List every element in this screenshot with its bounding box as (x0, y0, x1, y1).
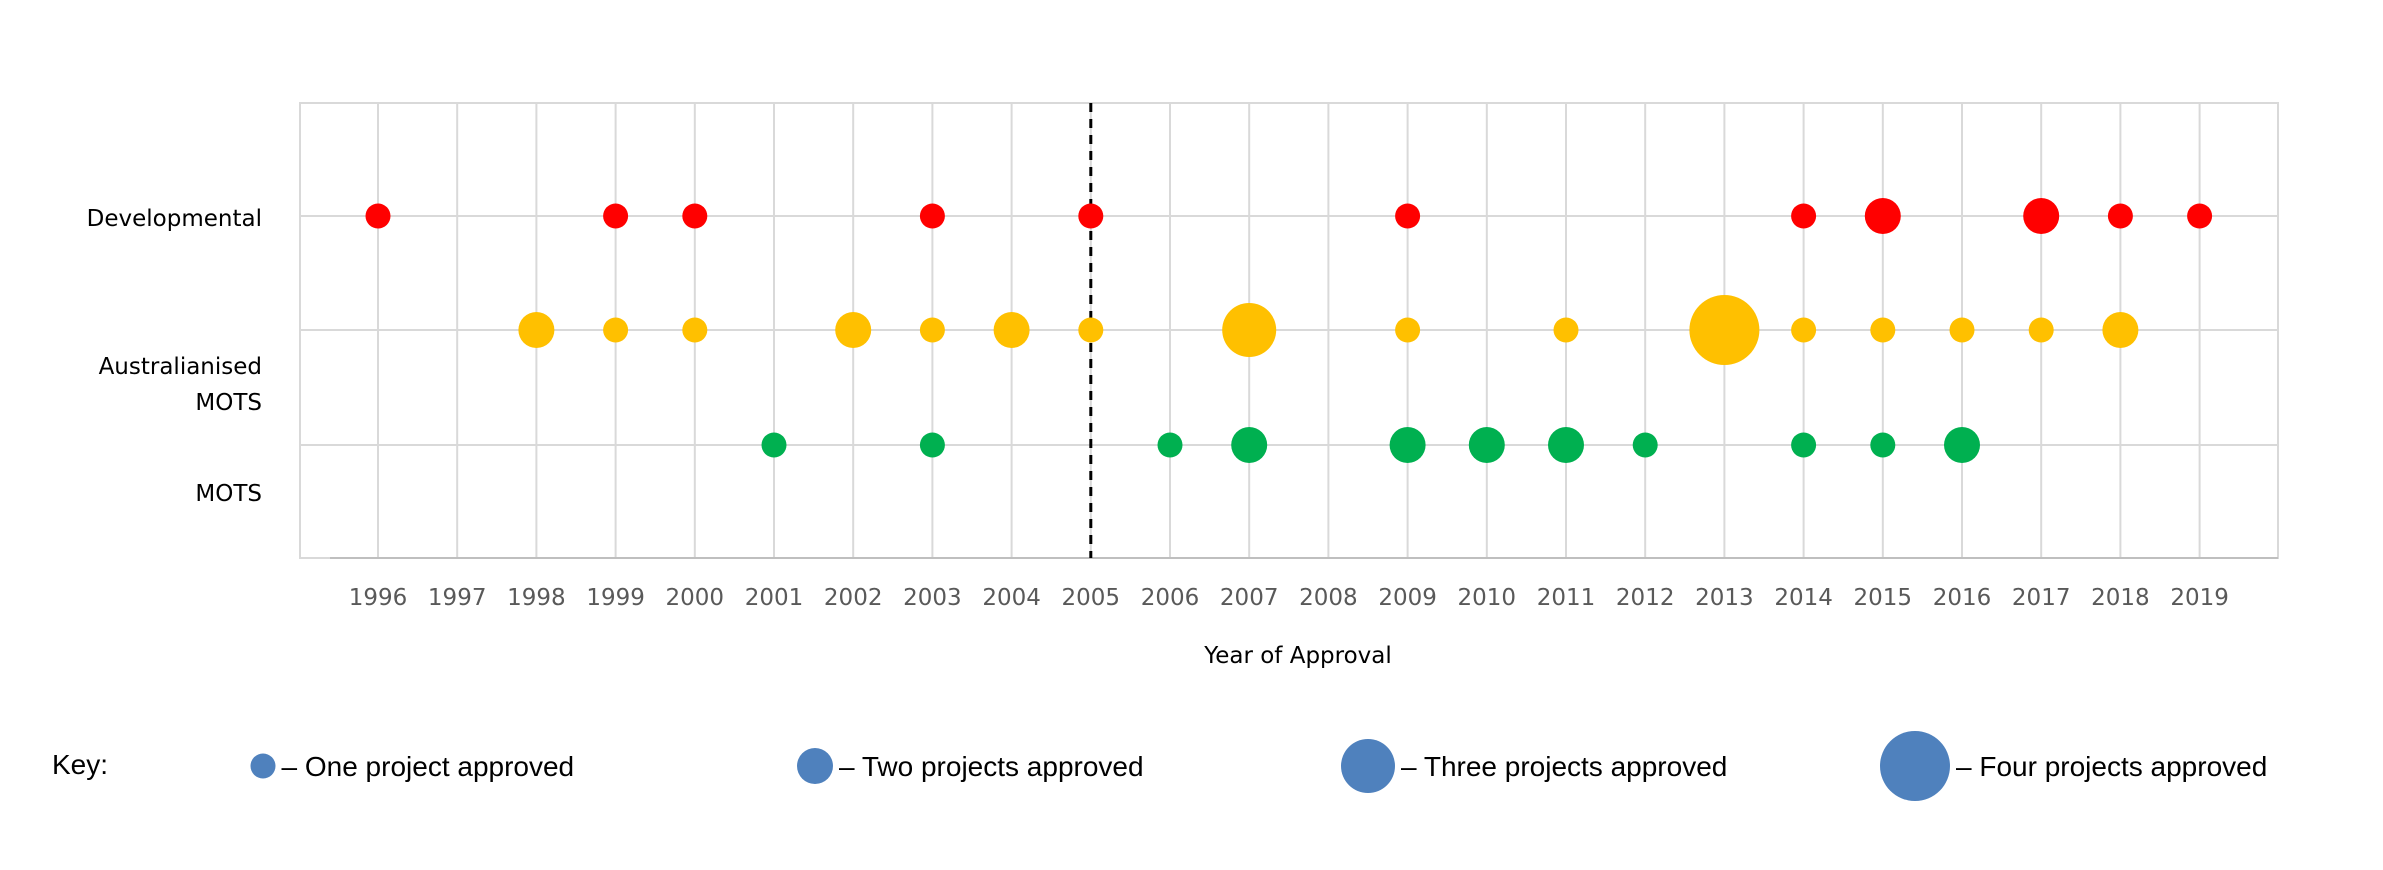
x-tick-2001: 2001 (745, 585, 804, 611)
bubble-australianised-mots-2013 (1689, 295, 1760, 365)
key-bubble-2 (797, 748, 833, 784)
bubble-australianised-mots-1998 (518, 312, 555, 348)
x-tick-2003: 2003 (903, 585, 962, 611)
bubble-developmental-2015 (1864, 198, 1901, 234)
bubble-australianised-mots-2007 (1222, 303, 1277, 357)
x-tick-1999: 1999 (586, 585, 645, 611)
key-bubble-4 (1880, 731, 1950, 801)
key-label-1: – One project approved (282, 751, 575, 782)
bubble-mots-2003 (919, 432, 945, 458)
x-tick-2011: 2011 (1537, 585, 1596, 611)
bubble-mots-2010 (1468, 427, 1505, 463)
bubble-australianised-mots-2011 (1553, 317, 1579, 343)
x-tick-2008: 2008 (1299, 585, 1358, 611)
x-tick-2007: 2007 (1220, 585, 1279, 611)
x-tick-2016: 2016 (1933, 585, 1992, 611)
x-tick-1997: 1997 (428, 585, 487, 611)
x-tick-2017: 2017 (2012, 585, 2071, 611)
bubble-australianised-mots-2004 (993, 312, 1030, 348)
bubble-australianised-mots-2016 (1949, 317, 1975, 343)
bubble-australianised-mots-1999 (603, 317, 629, 343)
bubble-developmental-2014 (1791, 203, 1817, 229)
key-label-2: – Two projects approved (839, 751, 1144, 782)
bubble-mots-2014 (1791, 432, 1817, 458)
bubble-developmental-2018 (2107, 203, 2133, 229)
bubble-australianised-mots-2003 (919, 317, 945, 343)
key-legend: – One project approved – Two projects app… (250, 731, 2267, 801)
bubble-developmental-2019 (2187, 203, 2213, 229)
bubble-developmental-2003 (919, 203, 945, 229)
bubble-developmental-2009 (1395, 203, 1421, 229)
bubble-australianised-mots-2000 (682, 317, 708, 343)
key-label-4: – Four projects approved (1956, 751, 2267, 782)
bubble-australianised-mots-2009 (1395, 317, 1421, 343)
x-tick-2009: 2009 (1378, 585, 1437, 611)
x-tick-2018: 2018 (2091, 585, 2150, 611)
bubble-australianised-mots-2002 (835, 312, 872, 348)
x-tick-2005: 2005 (1062, 585, 1121, 611)
key-label-3: – Three projects approved (1401, 751, 1727, 782)
key-bubble-1 (250, 753, 276, 779)
bubble-mots-2006 (1157, 432, 1183, 458)
bubble-developmental-2005 (1078, 203, 1104, 229)
x-tick-2012: 2012 (1616, 585, 1675, 611)
bubble-developmental-1996 (365, 203, 391, 229)
bubble-developmental-1999 (603, 203, 629, 229)
bubble-australianised-mots-2017 (2028, 317, 2054, 343)
bubble-mots-2012 (1632, 432, 1658, 458)
row-label-australianised-mots-line2: MOTS (195, 390, 262, 416)
bubble-mots-2016 (1944, 427, 1980, 463)
row-label-australianised-mots-line1: Australianised (99, 354, 262, 380)
bubble-australianised-mots-2015 (1870, 317, 1896, 343)
x-axis-title: Year of Approval (1203, 643, 1392, 669)
row-label-mots: MOTS (195, 481, 262, 507)
x-tick-2000: 2000 (666, 585, 725, 611)
bubble-mots-2011 (1548, 427, 1584, 463)
bubble-developmental-2000 (682, 203, 708, 229)
x-tick-1996: 1996 (349, 585, 408, 611)
x-tick-2006: 2006 (1141, 585, 1200, 611)
x-tick-2015: 2015 (1854, 585, 1913, 611)
key-bubble-3 (1341, 739, 1395, 793)
x-tick-1998: 1998 (507, 585, 566, 611)
bubble-australianised-mots-2018 (2102, 312, 2139, 348)
bubble-australianised-mots-2014 (1791, 317, 1817, 343)
x-tick-2019: 2019 (2170, 585, 2229, 611)
bubbles (365, 198, 2213, 463)
x-tick-2002: 2002 (824, 585, 883, 611)
bubble-mots-2001 (761, 432, 787, 458)
x-tick-labels: 1996 1997 1998 1999 2000 2001 2002 2003 2004 2005… (349, 585, 2229, 611)
x-tick-2013: 2013 (1695, 585, 1754, 611)
x-tick-2014: 2014 (1774, 585, 1833, 611)
bubble-mots-2007 (1231, 427, 1268, 463)
x-tick-2010: 2010 (1458, 585, 1517, 611)
bubble-mots-2015 (1870, 432, 1896, 458)
bubble-australianised-mots-2005 (1078, 317, 1104, 343)
x-tick-2004: 2004 (982, 585, 1041, 611)
bubble-mots-2009 (1389, 427, 1426, 463)
bubble-developmental-2017 (2023, 198, 2060, 234)
key-title: Key: (52, 749, 108, 780)
row-label-developmental: Developmental (87, 206, 262, 232)
